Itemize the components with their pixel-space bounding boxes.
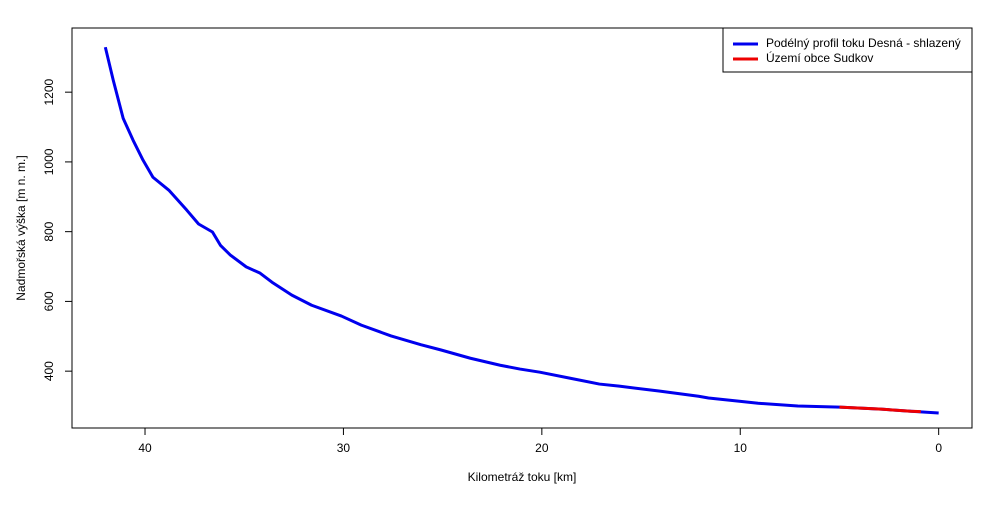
- y-axis-label: Nadmořská výška [m n. m.]: [14, 155, 28, 300]
- x-axis-label: Kilometráž toku [km]: [468, 470, 577, 484]
- legend-label: Podélný profil toku Desná - shlazený: [766, 36, 961, 50]
- x-tick-label: 20: [535, 441, 549, 455]
- y-tick-label: 400: [42, 361, 56, 381]
- x-tick-label: 0: [935, 441, 942, 455]
- plot-box: [71, 27, 973, 429]
- y-tick-label: 1000: [42, 148, 56, 175]
- line-series: [103, 46, 939, 415]
- x-tick-label: 40: [138, 441, 152, 455]
- y-tick-label: 600: [42, 291, 56, 311]
- legend-label: Území obce Sudkov: [766, 50, 873, 65]
- y-tick-label: 1200: [42, 78, 56, 105]
- y-tick-label: 800: [42, 221, 56, 241]
- x-tick-label: 30: [337, 441, 351, 455]
- x-tick-label: 10: [734, 441, 748, 455]
- line-series: [839, 405, 921, 414]
- legend-box: [722, 27, 973, 73]
